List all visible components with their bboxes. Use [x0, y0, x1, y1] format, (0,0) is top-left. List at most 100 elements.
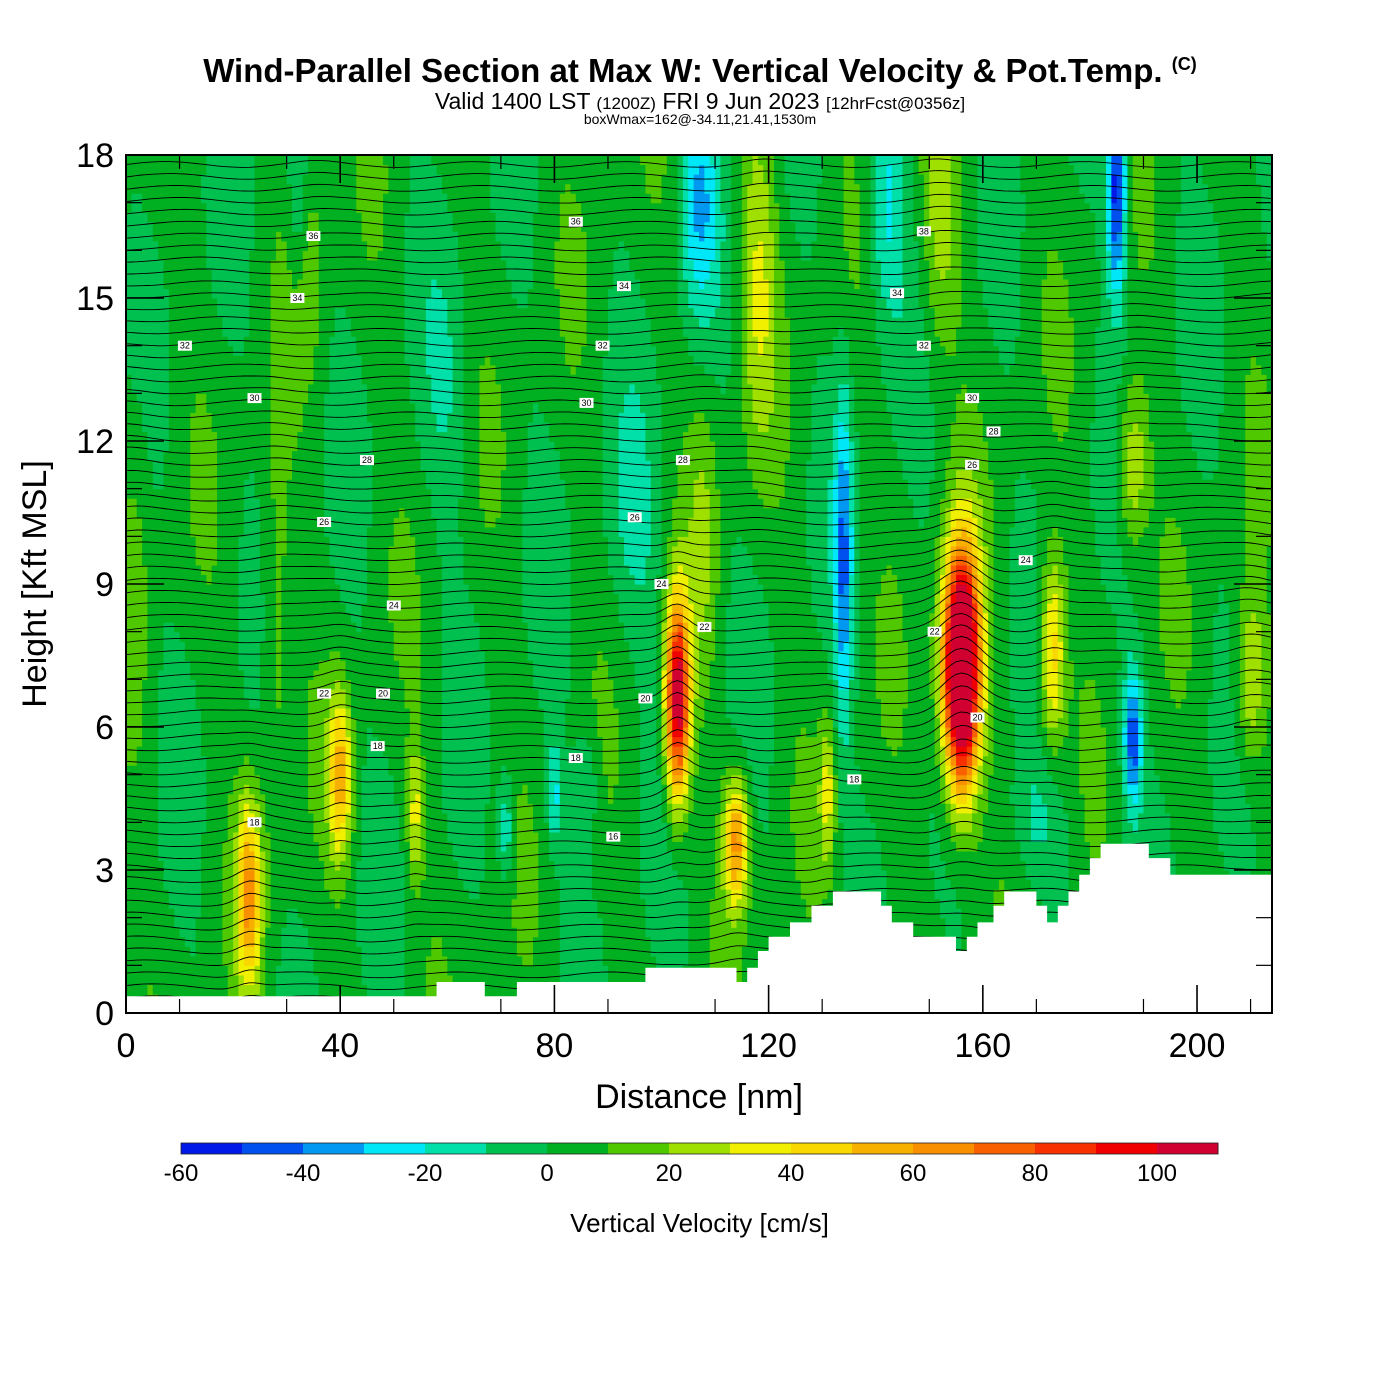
w-cell [447, 946, 454, 957]
w-cell [1234, 793, 1241, 804]
w-cell [249, 870, 256, 881]
w-cell [495, 917, 502, 928]
w-cell [650, 822, 657, 833]
w-cell [843, 793, 850, 804]
w-cell [511, 946, 518, 957]
w-cell [200, 879, 207, 890]
w-cell [131, 917, 138, 928]
w-cell [575, 965, 582, 976]
w-cell [441, 793, 448, 804]
w-cell [1105, 812, 1112, 823]
w-cell [383, 946, 390, 957]
w-cell [977, 812, 984, 823]
w-cell [752, 841, 759, 852]
w-cell [1041, 850, 1048, 862]
w-cell [179, 784, 186, 795]
w-cell [474, 870, 481, 881]
w-cell [747, 850, 754, 862]
w-cell [425, 898, 432, 909]
w-cell [468, 812, 475, 823]
w-cell [704, 889, 711, 900]
w-cell [527, 870, 534, 881]
w-cell [640, 812, 647, 823]
w-cell [425, 793, 432, 804]
w-cell [318, 841, 325, 852]
w-cell [554, 927, 561, 938]
w-cell [238, 822, 245, 833]
w-cell [281, 803, 288, 814]
w-cell [308, 860, 315, 871]
w-cell [377, 879, 384, 890]
w-cell [1239, 793, 1246, 804]
w-cell [227, 870, 234, 881]
w-cell [238, 870, 245, 881]
w-cell [415, 860, 422, 871]
w-cell [447, 955, 454, 966]
w-cell [1004, 793, 1011, 804]
w-cell [1180, 822, 1187, 833]
w-cell [286, 803, 293, 814]
w-cell [784, 927, 791, 938]
w-cell [549, 850, 556, 862]
w-cell [1255, 831, 1262, 842]
w-cell [832, 860, 839, 871]
w-cell [634, 870, 641, 881]
w-cell [383, 917, 390, 928]
w-cell [490, 908, 497, 919]
w-cell [366, 927, 373, 938]
w-cell [441, 974, 448, 985]
w-cell [152, 860, 159, 871]
w-cell [843, 831, 850, 842]
w-cell [907, 803, 914, 814]
w-cell [715, 917, 722, 928]
w-cell [206, 955, 213, 966]
w-cell [254, 917, 261, 928]
w-cell [704, 936, 711, 947]
w-cell [854, 793, 861, 804]
w-cell [822, 870, 829, 881]
w-cell [131, 831, 138, 842]
w-cell [699, 850, 705, 862]
w-cell [1138, 793, 1145, 804]
w-cell [602, 803, 609, 814]
w-cell [602, 889, 609, 900]
w-cell [768, 927, 775, 938]
w-cell [1175, 841, 1182, 852]
w-cell [731, 831, 738, 842]
w-cell [404, 965, 411, 976]
w-cell [259, 822, 266, 833]
w-cell [136, 889, 143, 900]
w-cell [554, 803, 561, 814]
w-cell [661, 908, 668, 919]
w-cell [549, 812, 556, 823]
w-cell [308, 841, 315, 852]
w-cell [222, 927, 229, 938]
w-cell [490, 860, 497, 871]
w-cell [549, 898, 556, 909]
w-cell [549, 955, 556, 966]
w-cell [709, 898, 716, 909]
w-cell [222, 974, 229, 985]
w-cell [409, 812, 416, 823]
w-cell [1063, 793, 1070, 804]
w-cell [591, 879, 598, 890]
w-cell [152, 984, 159, 995]
w-cell [334, 936, 341, 947]
w-cell [752, 889, 759, 900]
w-cell [222, 889, 229, 900]
w-cell [881, 870, 888, 881]
w-cell [1036, 793, 1043, 804]
w-cell [458, 803, 464, 814]
w-cell [334, 889, 341, 900]
w-cell [249, 860, 256, 871]
w-cell [281, 917, 288, 928]
w-cell [784, 889, 791, 900]
w-cell [126, 965, 132, 976]
w-cell [227, 812, 234, 823]
w-cell [591, 955, 598, 966]
w-cell [875, 793, 882, 804]
w-cell [468, 850, 475, 862]
w-cell [425, 822, 432, 833]
w-cell [366, 812, 373, 823]
w-cell [650, 841, 657, 852]
